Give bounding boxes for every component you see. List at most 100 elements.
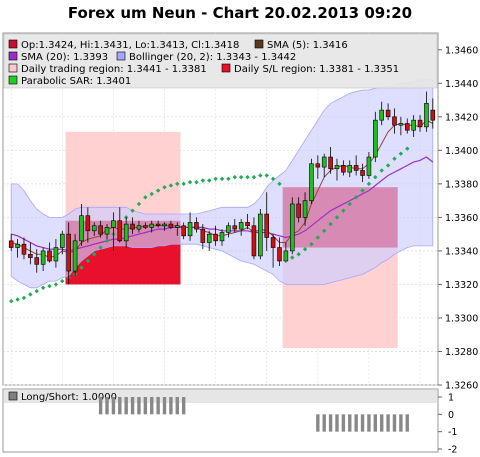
candle: [8, 234, 14, 251]
sar-point: [21, 295, 27, 301]
long-short-bar: [328, 414, 333, 432]
candle-body: [277, 247, 282, 262]
candle: [411, 115, 416, 137]
candle-body: [424, 103, 429, 128]
candle: [404, 118, 410, 134]
candle: [60, 230, 65, 255]
candle: [213, 225, 218, 246]
price-tick-label: 1.3460: [445, 45, 478, 56]
parabolic-sar: [8, 146, 410, 304]
candle-body: [296, 203, 301, 218]
sar-point: [15, 297, 20, 302]
candle-body: [15, 243, 20, 248]
price-tick-label: 1.3420: [445, 112, 478, 123]
candle-body: [155, 223, 161, 227]
sar-point: [392, 156, 397, 161]
long-short-bar: [380, 414, 384, 432]
candle: [72, 234, 78, 277]
sar-point: [405, 146, 410, 151]
sar-point: [130, 208, 135, 213]
sar-point: [226, 176, 231, 182]
candle-body: [66, 233, 71, 272]
candle-body: [91, 225, 97, 232]
legend: Op:1.3424, Hi:1.3431, Lo:1.3413, Cl:1.34…: [3, 33, 438, 89]
long-short-bar: [124, 397, 128, 415]
candle-body: [98, 225, 103, 235]
sar-point: [251, 174, 257, 180]
candle-body: [47, 250, 52, 262]
sar-point: [53, 282, 59, 287]
long-short-tick-label: 1: [448, 393, 454, 404]
sar-point: [353, 195, 359, 200]
sar-point: [207, 178, 212, 183]
sar-point: [168, 183, 174, 188]
long-short-bar: [386, 414, 390, 432]
long-short-bar: [181, 397, 186, 415]
sar-point: [341, 208, 346, 213]
candle: [373, 111, 378, 163]
candle-body: [8, 240, 14, 248]
sar-point: [270, 176, 276, 182]
candle-body: [187, 222, 193, 237]
long-short-bar: [354, 414, 358, 432]
long-short-bar: [322, 414, 326, 432]
candle-body: [353, 165, 359, 171]
legend-label-bollinger: Bollinger (20, 2): 1.3343 - 1.3442: [129, 52, 296, 63]
candle: [181, 222, 186, 240]
candle-body: [200, 228, 206, 243]
legend-label-sar: Parabolic SAR: 1.3401: [21, 76, 131, 87]
long-short-bar: [405, 414, 409, 432]
candle: [66, 222, 71, 285]
long-short-bar: [373, 414, 378, 432]
candle-body: [373, 119, 378, 158]
sar-point: [34, 288, 39, 294]
sar-point: [175, 181, 180, 187]
candle: [258, 209, 263, 260]
candle-body: [360, 170, 365, 176]
candle-body: [206, 233, 212, 243]
long-short-bar: [367, 414, 371, 432]
candle-body: [136, 225, 142, 230]
long-short-bar: [335, 414, 339, 432]
candle-body: [283, 250, 289, 262]
sar-point: [92, 252, 97, 257]
candle: [430, 98, 436, 129]
candle: [85, 207, 91, 243]
price-tick-label: 1.3280: [445, 347, 478, 358]
legend-swatch-ohlc: [8, 39, 18, 49]
sar-point: [309, 242, 314, 247]
legend-item-sl-region: Daily S/L region: 1.3381 - 1.3351: [221, 63, 399, 75]
long-short-bar: [392, 414, 397, 432]
long-short-bar: [156, 397, 160, 415]
legend-item-sma20: SMA (20): 1.3393: [8, 51, 108, 63]
candle: [28, 242, 33, 265]
candle: [136, 220, 142, 233]
candle-body: [379, 109, 384, 121]
legend-label-sma20: SMA (20): 1.3393: [21, 52, 108, 63]
candle: [117, 207, 123, 243]
candle: [289, 197, 295, 255]
candle-body: [226, 225, 231, 233]
price-tick-label: 1.3340: [445, 246, 478, 257]
candle: [91, 222, 97, 236]
sar-point: [79, 265, 84, 270]
candle: [328, 146, 333, 174]
sar-point: [47, 283, 52, 289]
bollinger-area: [10, 79, 434, 289]
sar-point: [385, 163, 391, 168]
candle: [264, 192, 269, 251]
candle-body: [385, 109, 391, 118]
sar-point: [60, 278, 65, 284]
bollinger-band: [10, 79, 434, 289]
candle: [175, 222, 180, 236]
long-short-axis: 1 0 -1 -2: [438, 393, 457, 456]
long-short-bar: [118, 397, 122, 415]
long-short-bar: [111, 397, 116, 415]
candle: [162, 222, 167, 231]
legend-item-sar: Parabolic SAR: 1.3401: [8, 75, 131, 87]
sar-point: [328, 221, 333, 227]
candle: [200, 224, 206, 250]
sar-point: [373, 174, 378, 180]
long-short-bar: [137, 397, 141, 415]
